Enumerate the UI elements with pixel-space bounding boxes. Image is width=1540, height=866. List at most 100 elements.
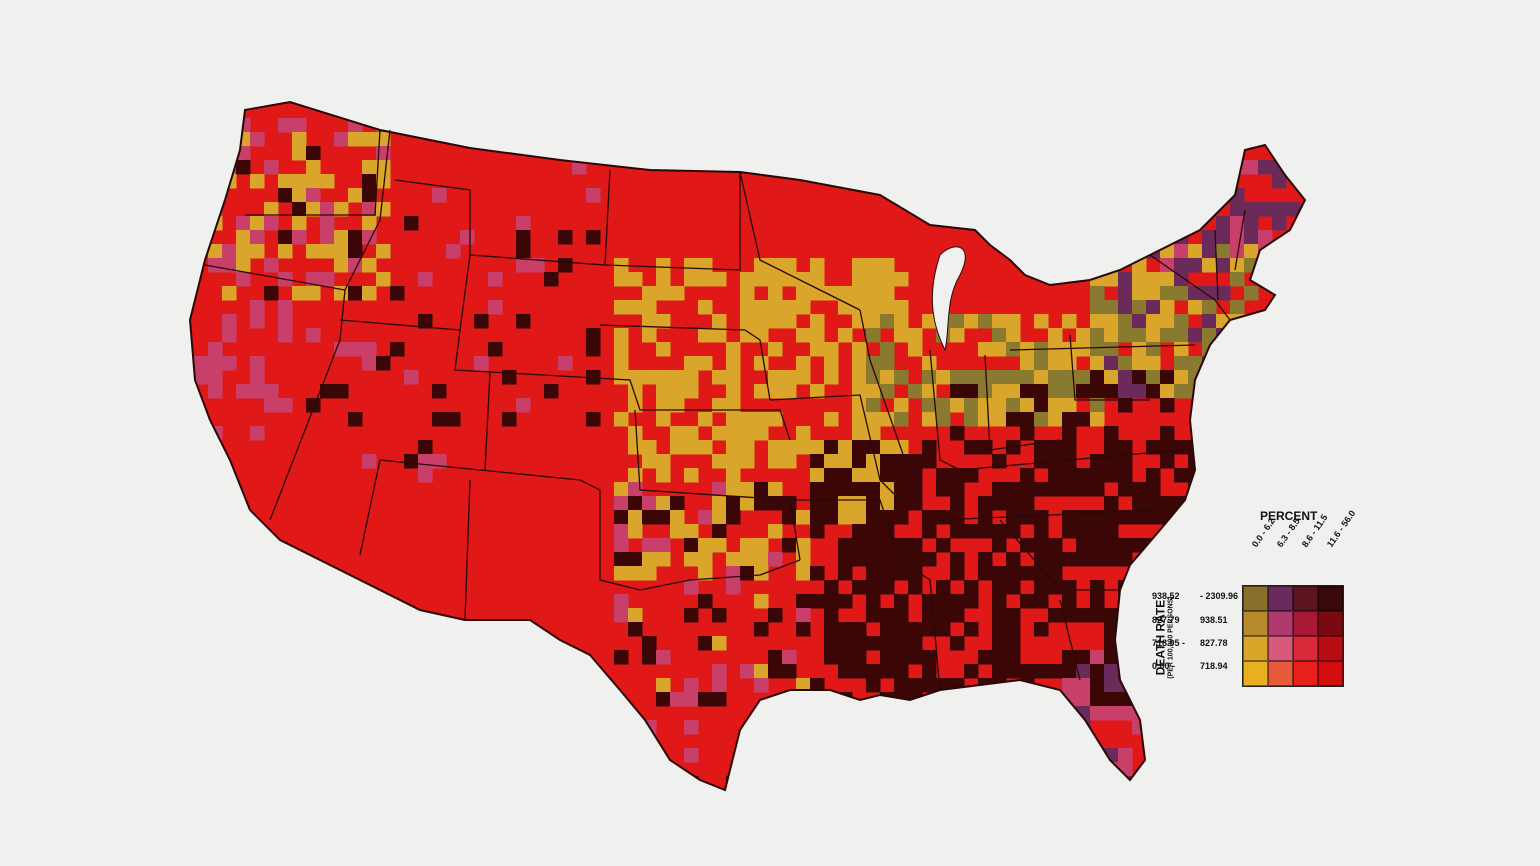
county-cell: [992, 524, 1007, 539]
county-cell: [1230, 216, 1245, 231]
county-cell: [250, 370, 265, 385]
county-cell: [964, 440, 979, 455]
county-cell: [838, 622, 853, 637]
county-cell: [1090, 776, 1105, 790]
county-cell: [278, 328, 293, 343]
county-cell: [1006, 650, 1021, 665]
county-cell: [796, 692, 811, 707]
county-cell: [1062, 678, 1077, 693]
county-cell: [978, 342, 993, 357]
county-cell: [1090, 748, 1105, 763]
county-cell: [1272, 244, 1287, 259]
county-cell: [432, 454, 447, 469]
county-cell: [992, 454, 1007, 469]
county-cell: [250, 174, 265, 189]
county-cell: [1034, 510, 1049, 525]
county-cell: [656, 412, 671, 427]
legend-swatch: [1318, 636, 1343, 661]
county-cell: [1090, 580, 1105, 595]
county-cell: [320, 272, 335, 287]
county-cell: [306, 202, 321, 217]
county-cell: [1034, 454, 1049, 469]
county-cell: [908, 566, 923, 581]
county-cell: [1104, 692, 1119, 707]
county-cell: [866, 440, 881, 455]
county-cell: [964, 370, 979, 385]
county-cell: [712, 510, 727, 525]
county-cell: [1258, 160, 1273, 175]
county-cell: [782, 440, 797, 455]
county-cell: [334, 384, 349, 399]
county-cell: [1132, 272, 1147, 287]
legend-swatch: [1243, 636, 1268, 661]
county-cell: [768, 720, 783, 735]
county-cell: [880, 636, 895, 651]
county-cell: [292, 202, 307, 217]
county-cell: [1020, 482, 1035, 497]
legend-swatch: [1293, 636, 1318, 661]
county-cell: [866, 272, 881, 287]
county-cell: [950, 636, 965, 651]
county-cell: [936, 622, 951, 637]
county-cell: [1090, 552, 1105, 567]
county-cell: [866, 468, 881, 483]
county-cell: [1146, 328, 1161, 343]
county-cell: [894, 440, 909, 455]
county-cell: [1104, 342, 1119, 357]
county-cell: [208, 188, 223, 203]
county-cell: [614, 356, 629, 371]
county-cell: [810, 258, 825, 273]
county-cell: [866, 594, 881, 609]
county-cell: [1174, 440, 1189, 455]
county-cell: [362, 286, 377, 301]
county-cell: [656, 342, 671, 357]
county-cell: [1020, 566, 1035, 581]
county-cell: [1104, 244, 1119, 259]
county-cell: [852, 412, 867, 427]
county-cell: [1216, 370, 1231, 385]
county-cell: [726, 454, 741, 469]
county-cell: [768, 412, 783, 427]
county-cell: [656, 272, 671, 287]
county-cell: [684, 272, 699, 287]
county-cell: [1188, 300, 1203, 315]
county-cell: [824, 580, 839, 595]
county-cell: [726, 398, 741, 413]
county-cell: [544, 272, 559, 287]
county-cell: [1090, 244, 1105, 259]
county-cell: [236, 244, 251, 259]
county-cell: [1076, 328, 1091, 343]
county-cell: [838, 636, 853, 651]
county-cell: [768, 342, 783, 357]
county-cell: [684, 258, 699, 273]
county-cell: [824, 342, 839, 357]
county-cell: [1090, 370, 1105, 385]
county-cell: [712, 272, 727, 287]
county-cell: [992, 370, 1007, 385]
county-cell: [1160, 300, 1175, 315]
county-cell: [698, 566, 713, 581]
county-cell: [866, 454, 881, 469]
county-cell: [628, 370, 643, 385]
county-cell: [838, 650, 853, 665]
county-cell: [726, 440, 741, 455]
county-cell: [1174, 272, 1189, 287]
county-cell: [908, 454, 923, 469]
county-cell: [824, 650, 839, 665]
county-cell: [1160, 174, 1175, 189]
county-cell: [1230, 188, 1245, 203]
county-cell: [782, 720, 797, 735]
county-cell: [684, 552, 699, 567]
county-cell: [1076, 538, 1091, 553]
county-cell: [1062, 356, 1077, 371]
county-cell: [1034, 314, 1049, 329]
county-cell: [1104, 328, 1119, 343]
county-cell: [740, 300, 755, 315]
county-cell: [250, 426, 265, 441]
county-cell: [698, 440, 713, 455]
county-cell: [194, 426, 209, 441]
county-cell: [796, 538, 811, 553]
county-cell: [894, 678, 909, 693]
county-cell: [1118, 510, 1133, 525]
county-cell: [1062, 398, 1077, 413]
